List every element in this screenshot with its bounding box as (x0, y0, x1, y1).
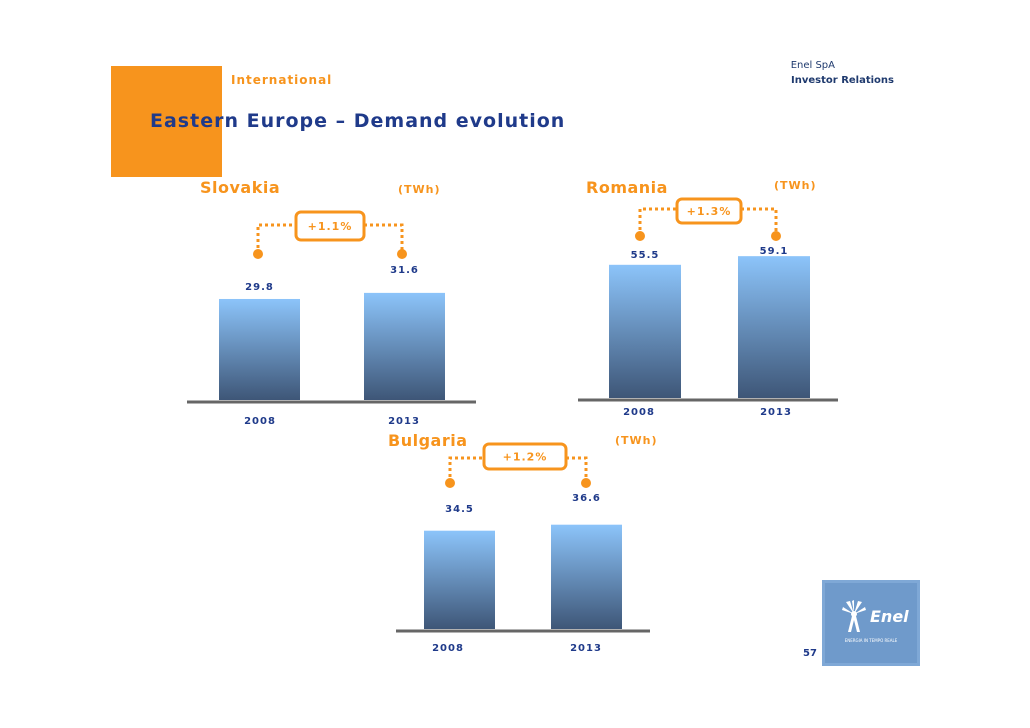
romania-chart-unit: (TWh) (774, 179, 817, 192)
slovakia-tick-label-2013: 2013 (388, 416, 420, 427)
section-label: International (231, 73, 333, 87)
romania-growth-connector-left (638, 207, 677, 236)
department-name: Investor Relations (791, 75, 894, 86)
bulgaria-growth-connector-left (448, 456, 484, 483)
company-name: Enel SpA (790, 60, 835, 71)
bulgaria-chart-unit: (TWh) (615, 434, 658, 447)
slovakia-bar-2008 (219, 298, 300, 400)
logo-text: Enel (870, 607, 909, 626)
bulgaria-growth-connector-right (566, 456, 588, 483)
slovakia-growth-box (294, 210, 366, 242)
romania-growth-box (675, 197, 743, 225)
slovakia-growth-label: +1.1% (308, 220, 353, 233)
slovakia-growth-dot-end (397, 249, 407, 259)
romania-tick-label-2008: 2008 (623, 407, 655, 418)
bulgaria-growth-box (482, 442, 568, 471)
slovakia-value-label-2008: 29.8 (245, 282, 274, 293)
romania-value-label-2008: 55.5 (631, 250, 660, 261)
slovakia-tick-label-2008: 2008 (244, 416, 276, 427)
enel-logo: Enel ENERGIA IN TEMPO REALE (822, 580, 920, 666)
page-title: Eastern Europe – Demand evolution (150, 110, 566, 132)
bulgaria-bar-2008 (424, 530, 495, 629)
romania-value-label-2013: 59.1 (760, 246, 789, 257)
bulgaria-growth-label: +1.2% (503, 451, 548, 464)
slovakia-bar-2013 (364, 292, 445, 400)
bulgaria-tick-label-2008: 2008 (432, 643, 464, 654)
bulgaria-value-label-2013: 36.6 (572, 493, 601, 504)
bulgaria-bar-2013 (551, 524, 622, 629)
header-orange-block (111, 66, 222, 177)
bulgaria-tick-label-2013: 2013 (570, 643, 602, 654)
slovakia-growth-connector-right (364, 223, 404, 254)
page-number: 57 (803, 648, 817, 659)
slovakia-growth-connector-left (256, 223, 296, 254)
bulgaria-value-label-2008: 34.5 (445, 504, 474, 515)
slovakia-growth-dot-start (253, 249, 263, 259)
romania-tick-label-2013: 2013 (760, 407, 792, 418)
romania-bar-2013 (738, 256, 810, 398)
slovakia-chart-unit: (TWh) (398, 183, 441, 196)
romania-growth-label: +1.3% (687, 205, 732, 218)
slovakia-value-label-2013: 31.6 (390, 265, 419, 276)
romania-chart-title: Romania (586, 178, 668, 197)
romania-bar-2008 (609, 264, 681, 398)
bulgaria-growth-dot-end (581, 478, 591, 488)
romania-growth-dot-end (771, 231, 781, 241)
romania-growth-connector-right (741, 207, 778, 236)
bulgaria-growth-dot-start (445, 478, 455, 488)
logo-caption: ENERGIA IN TEMPO REALE (845, 638, 898, 643)
slovakia-chart-title: Slovakia (200, 178, 280, 197)
bulgaria-chart-title: Bulgaria (388, 431, 468, 450)
romania-growth-dot-start (635, 231, 645, 241)
